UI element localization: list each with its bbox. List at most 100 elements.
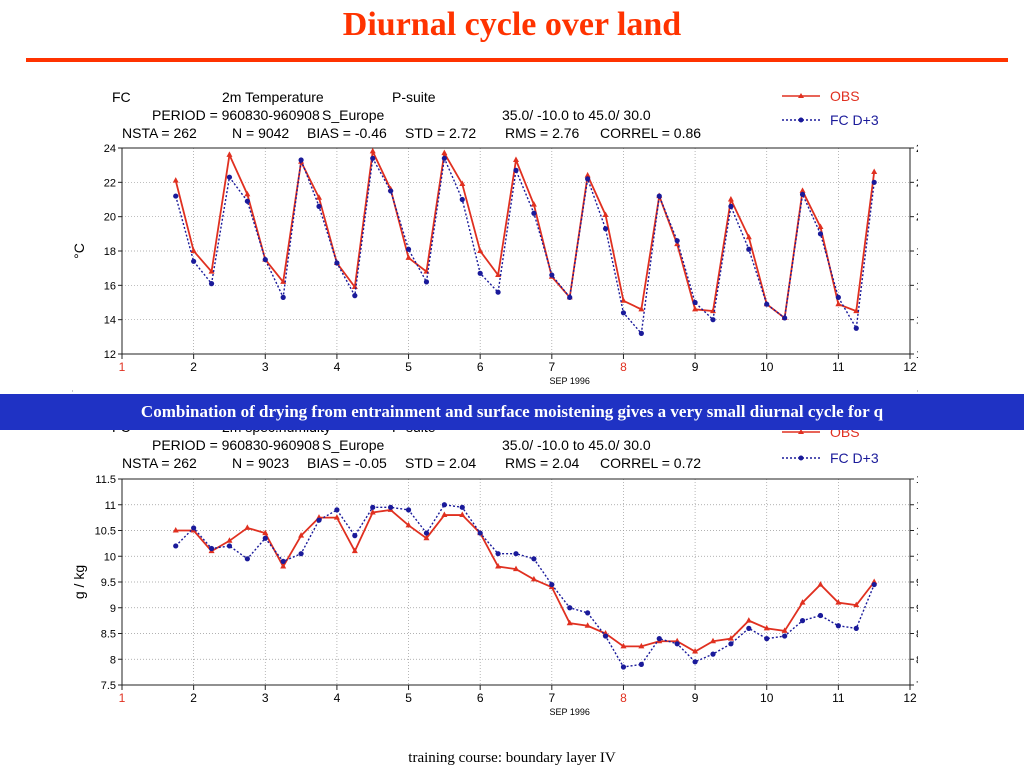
chart1-point-1 [585, 176, 591, 182]
chart2-point-0 [495, 563, 502, 569]
chart2-ytick-label-right: 8.5 [916, 629, 918, 641]
chart1-xtick-label: 10 [760, 360, 774, 374]
chart1-xtick-label: 8 [620, 360, 627, 374]
chart1-xtick-label: 11 [832, 360, 845, 374]
chart1-ytick-label: 12 [104, 349, 116, 361]
chart2-point-1 [334, 507, 340, 513]
chart1-point-0 [620, 297, 627, 303]
chart2-point-1 [817, 612, 824, 619]
chart2-point-0 [244, 524, 251, 530]
chart1-point-1 [674, 238, 680, 244]
chart1-header-text: CORREL = 0.86 [600, 125, 701, 141]
chart1-point-1 [477, 270, 483, 276]
chart1-ytick-label-right: 20 [916, 212, 918, 224]
chart1-point-1 [782, 315, 788, 321]
chart2-xtick-label: 11 [832, 691, 845, 705]
chart1-point-1 [388, 188, 394, 194]
chart1-point-1 [405, 246, 412, 252]
caption-banner: Combination of drying from entrainment a… [0, 394, 1024, 430]
chart1-legend-marker-1 [798, 117, 804, 123]
chart2-point-0 [513, 565, 519, 572]
chart2-legend-label-1: FC D+3 [830, 450, 879, 466]
chart1-point-1 [817, 231, 824, 237]
chart2-point-1 [638, 661, 644, 667]
chart1-point-1 [746, 246, 752, 252]
chart1-legend-label-1: FC D+3 [830, 112, 879, 128]
chart1-point-0 [280, 278, 287, 284]
chart2-legend-marker-0 [798, 429, 804, 434]
chart1-point-0 [405, 254, 412, 260]
chart1-legend-marker-0 [798, 93, 804, 98]
chart2-ytick-label-right: 8 [916, 654, 918, 666]
footer-text: training course: boundary layer IV [408, 750, 616, 766]
chart2-xtick-label: 1 [119, 691, 126, 705]
chart2-series-line-1 [175, 503, 875, 668]
chart1-point-0 [208, 268, 215, 274]
chart1-point-1 [262, 256, 268, 263]
chart1-header-text: N = 9042 [232, 125, 289, 141]
chart1-point-0 [674, 240, 681, 247]
chart2-series-line-0 [175, 508, 875, 653]
chart1-ylabel: °C [72, 243, 87, 259]
chart1-ytick-label: 14 [104, 315, 116, 327]
chart1-ytick-label: 22 [104, 177, 116, 189]
chart1-point-1 [656, 193, 662, 199]
chart2-xtick-label: 12 [903, 691, 917, 705]
chart2-point-0 [745, 617, 752, 623]
chart1-ytick-label: 18 [104, 246, 116, 258]
chart1-point-1 [208, 281, 215, 287]
chart2-point-0 [459, 511, 466, 518]
chart1-point-1 [459, 196, 465, 203]
chart1-point-1 [692, 299, 698, 306]
chart1-point-0 [226, 151, 233, 157]
temperature-chart: FC 2m Temperature P-suite PERIOD = 960830-9… [71, 88, 928, 386]
chart2-point-0 [781, 627, 788, 633]
chart1-point-0 [692, 305, 699, 312]
chart2-point-0 [172, 527, 179, 533]
chart2-point-0 [530, 575, 537, 582]
chart2-point-0 [799, 599, 806, 605]
chart2-ytick-label-right: 11 [916, 500, 918, 512]
chart2-ylabel: g / kg [72, 565, 87, 599]
chart2-xtick-label: 8 [620, 691, 627, 705]
chart1-point-1 [799, 191, 806, 197]
chart2-xlabel: SEP 1996 [550, 707, 590, 717]
chart2-header-text: BIAS = -0.05 [307, 455, 387, 471]
chart1-point-0 [513, 156, 519, 163]
chart1-point-1 [513, 167, 519, 173]
chart2-point-0 [584, 622, 591, 628]
chart2-point-1 [441, 502, 447, 508]
chart2-ytick-label: 9 [110, 603, 116, 615]
chart2-point-0 [441, 511, 448, 518]
chart2-xtick-label: 7 [548, 691, 555, 705]
chart2-point-1 [208, 545, 215, 552]
chart2-header-text: PERIOD = 960830-960908 [152, 437, 320, 453]
chart2-point-1 [388, 504, 394, 510]
chart1-point-1 [620, 310, 627, 316]
chart2-header-text: NSTA = 262 [122, 455, 197, 471]
chart2-point-0 [710, 637, 716, 644]
chart1-point-1 [853, 325, 859, 331]
chart2-point-1 [835, 623, 841, 629]
chart2-point-1 [495, 551, 501, 557]
chart2-ytick-label: 10.5 [95, 526, 116, 538]
chart2-point-1 [710, 651, 716, 657]
chart1-point-0 [530, 201, 537, 207]
temperature-chart-panel: FC 2m Temperature P-suite PERIOD = 960830-9… [71, 80, 928, 390]
chart1-xtick-label: 2 [190, 360, 197, 374]
chart2-point-1 [746, 625, 752, 631]
chart2-xtick-label: 3 [262, 691, 269, 705]
chart1-point-1 [710, 317, 716, 323]
chart2-point-1 [692, 659, 698, 665]
chart1-point-1 [602, 226, 609, 232]
chart2-xtick-label: 6 [477, 691, 484, 705]
chart2-point-1 [423, 530, 430, 536]
chart1-point-0 [727, 196, 734, 202]
chart2-point-0 [333, 514, 340, 520]
chart1-point-1 [191, 258, 197, 264]
chart1-point-1 [173, 193, 179, 199]
chart1-point-1 [316, 203, 322, 209]
chart1-ytick-label-right: 18 [916, 246, 918, 258]
chart2-point-1 [316, 517, 322, 523]
